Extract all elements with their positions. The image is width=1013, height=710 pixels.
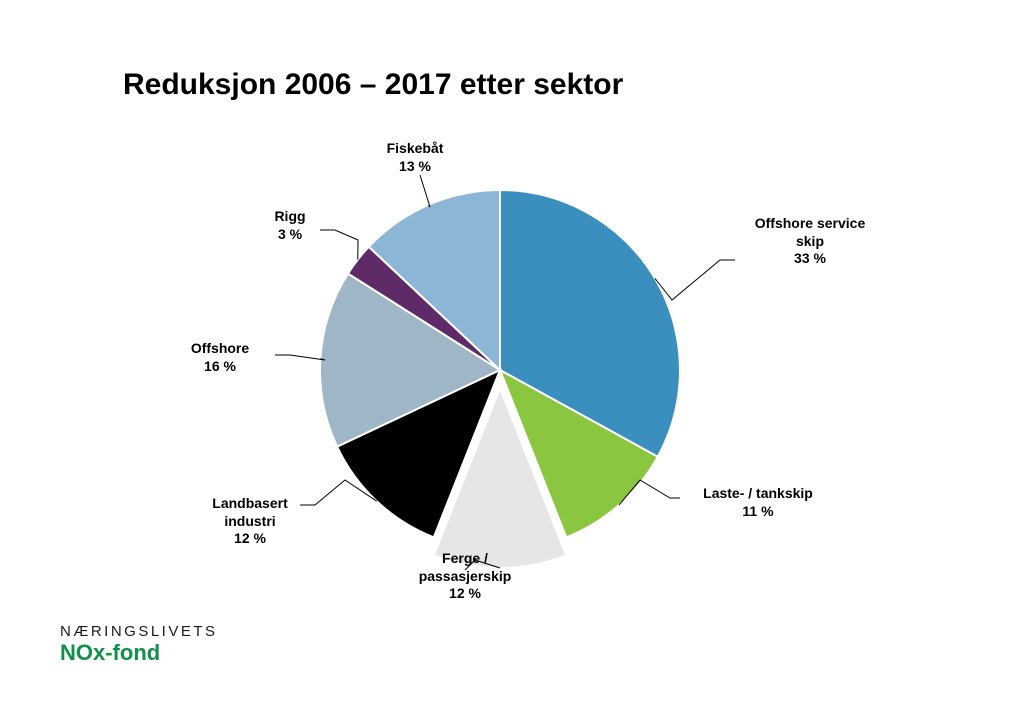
nox-fond-logo: NÆRINGSLIVETS NOx-fond — [60, 624, 218, 665]
pie-slice-label: Offshore 16 % — [160, 340, 280, 375]
logo-line-2: NOx-fond — [60, 641, 218, 665]
pie-slice-label: Fiskebåt 13 % — [350, 140, 480, 175]
pie-slice-label: Ferge / passasjerskip 12 % — [380, 550, 550, 603]
pie-slice-label: Laste- / tankskip 11 % — [678, 485, 838, 520]
pie-slice-label: Offshore service skip 33 % — [735, 215, 885, 268]
pie-leader-line — [275, 355, 325, 360]
pie-slice-label: Landbasert industri 12 % — [175, 495, 325, 548]
pie-leader-line — [655, 260, 735, 300]
logo-line-1: NÆRINGSLIVETS — [60, 624, 218, 641]
pie-slice-label: Rigg 3 % — [250, 208, 330, 243]
pie-leader-line — [420, 175, 430, 207]
